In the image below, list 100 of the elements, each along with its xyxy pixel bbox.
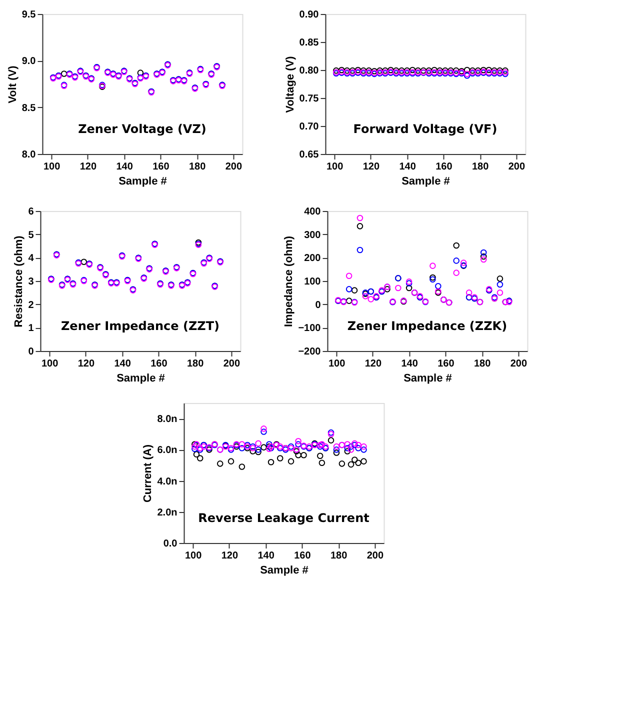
point xyxy=(268,458,274,466)
point xyxy=(276,455,284,462)
point xyxy=(192,446,198,452)
point xyxy=(260,428,267,435)
point xyxy=(348,461,354,468)
point xyxy=(346,286,352,292)
point xyxy=(360,446,367,453)
point xyxy=(196,455,204,462)
point xyxy=(348,443,354,450)
y-tick-label: 0.80 xyxy=(299,66,320,76)
point xyxy=(351,287,358,294)
y-tick-label: 5 xyxy=(28,230,34,241)
point xyxy=(368,296,374,302)
y-tick-label: −200 xyxy=(298,346,322,358)
point xyxy=(384,286,390,292)
x-tick-label: 100 xyxy=(43,162,61,172)
point xyxy=(260,426,267,432)
point xyxy=(360,443,367,450)
y-tick-label: 400 xyxy=(304,206,322,218)
x-tick-label: 100 xyxy=(328,358,346,370)
point xyxy=(496,290,504,296)
point xyxy=(300,452,307,458)
point xyxy=(480,253,487,260)
y-tick-label: 4.0n xyxy=(157,476,178,488)
y-axis-title: Resistance (ohm) xyxy=(13,235,26,328)
x-tick-label: 160 xyxy=(436,162,453,172)
x-tick-label: 180 xyxy=(186,358,204,370)
point xyxy=(60,70,68,77)
y-tick-label: 100 xyxy=(304,276,322,288)
x-tick-label: 180 xyxy=(472,162,490,172)
x-tick-label: 100 xyxy=(326,162,344,172)
y-tick-label: 1 xyxy=(28,323,34,334)
point xyxy=(295,441,302,448)
point xyxy=(352,456,358,463)
point xyxy=(460,260,467,266)
y-tick-label: 8.0 xyxy=(22,150,36,160)
point xyxy=(344,444,351,452)
y-tick-label: 0.75 xyxy=(299,94,320,104)
point xyxy=(266,441,272,448)
point xyxy=(216,460,224,467)
x-axis-title: Sample # xyxy=(116,372,165,384)
x-tick-label: 160 xyxy=(438,358,455,370)
y-tick-label: 0.70 xyxy=(299,122,320,132)
x-tick-label: 200 xyxy=(508,162,526,172)
x-tick-label: 180 xyxy=(330,550,348,562)
y-tick-label: 3 xyxy=(28,276,34,288)
x-tick-label: 140 xyxy=(114,358,132,370)
point xyxy=(453,242,460,249)
x-tick-label: 200 xyxy=(366,550,384,562)
point xyxy=(288,458,294,464)
text: Zener Impedance (ZZK) xyxy=(347,318,508,333)
x-axis-title: Sample # xyxy=(118,176,167,188)
point xyxy=(238,444,246,452)
point xyxy=(395,284,402,292)
point xyxy=(362,293,369,300)
point xyxy=(295,438,302,444)
y-tick-label: 0.85 xyxy=(299,38,320,48)
point xyxy=(344,441,351,448)
point xyxy=(453,270,460,276)
x-tick-label: 160 xyxy=(152,162,170,172)
point xyxy=(316,452,324,460)
y-tick-label: 6 xyxy=(28,206,34,218)
y-tick-label: 0.65 xyxy=(299,150,320,160)
point xyxy=(344,448,351,454)
point xyxy=(333,443,340,450)
point xyxy=(346,298,352,304)
y-tick-label: 0.0 xyxy=(163,538,178,550)
point xyxy=(355,442,362,448)
point xyxy=(255,448,262,456)
point xyxy=(318,460,326,466)
point xyxy=(328,437,334,444)
point xyxy=(250,448,256,454)
point xyxy=(137,70,144,76)
point xyxy=(496,281,504,288)
point xyxy=(333,450,340,456)
text: Reverse Leakage Current xyxy=(198,510,370,525)
point xyxy=(255,446,262,453)
x-tick-label: 100 xyxy=(184,550,202,562)
point xyxy=(360,458,367,464)
x-tick-label: 100 xyxy=(41,358,59,370)
y-tick-label: 0 xyxy=(315,300,322,311)
point xyxy=(238,441,246,448)
y-axis-title: Current (A) xyxy=(142,444,154,503)
x-tick-label: 160 xyxy=(294,550,312,562)
point xyxy=(430,262,436,269)
x-tick-label: 140 xyxy=(116,162,134,172)
x-tick-label: 140 xyxy=(401,358,418,370)
x-tick-label: 140 xyxy=(399,162,416,172)
point xyxy=(496,276,504,282)
point xyxy=(356,246,364,254)
x-tick-label: 180 xyxy=(188,162,206,172)
point xyxy=(260,444,267,450)
y-tick-label: 9.5 xyxy=(22,10,36,20)
y-axis-title: Voltage (V) xyxy=(284,56,296,113)
x-tick-label: 120 xyxy=(78,358,95,370)
y-tick-label: 300 xyxy=(304,230,322,241)
x-tick-label: 120 xyxy=(364,358,382,370)
point xyxy=(453,258,460,264)
point xyxy=(406,284,412,292)
point xyxy=(355,460,362,466)
